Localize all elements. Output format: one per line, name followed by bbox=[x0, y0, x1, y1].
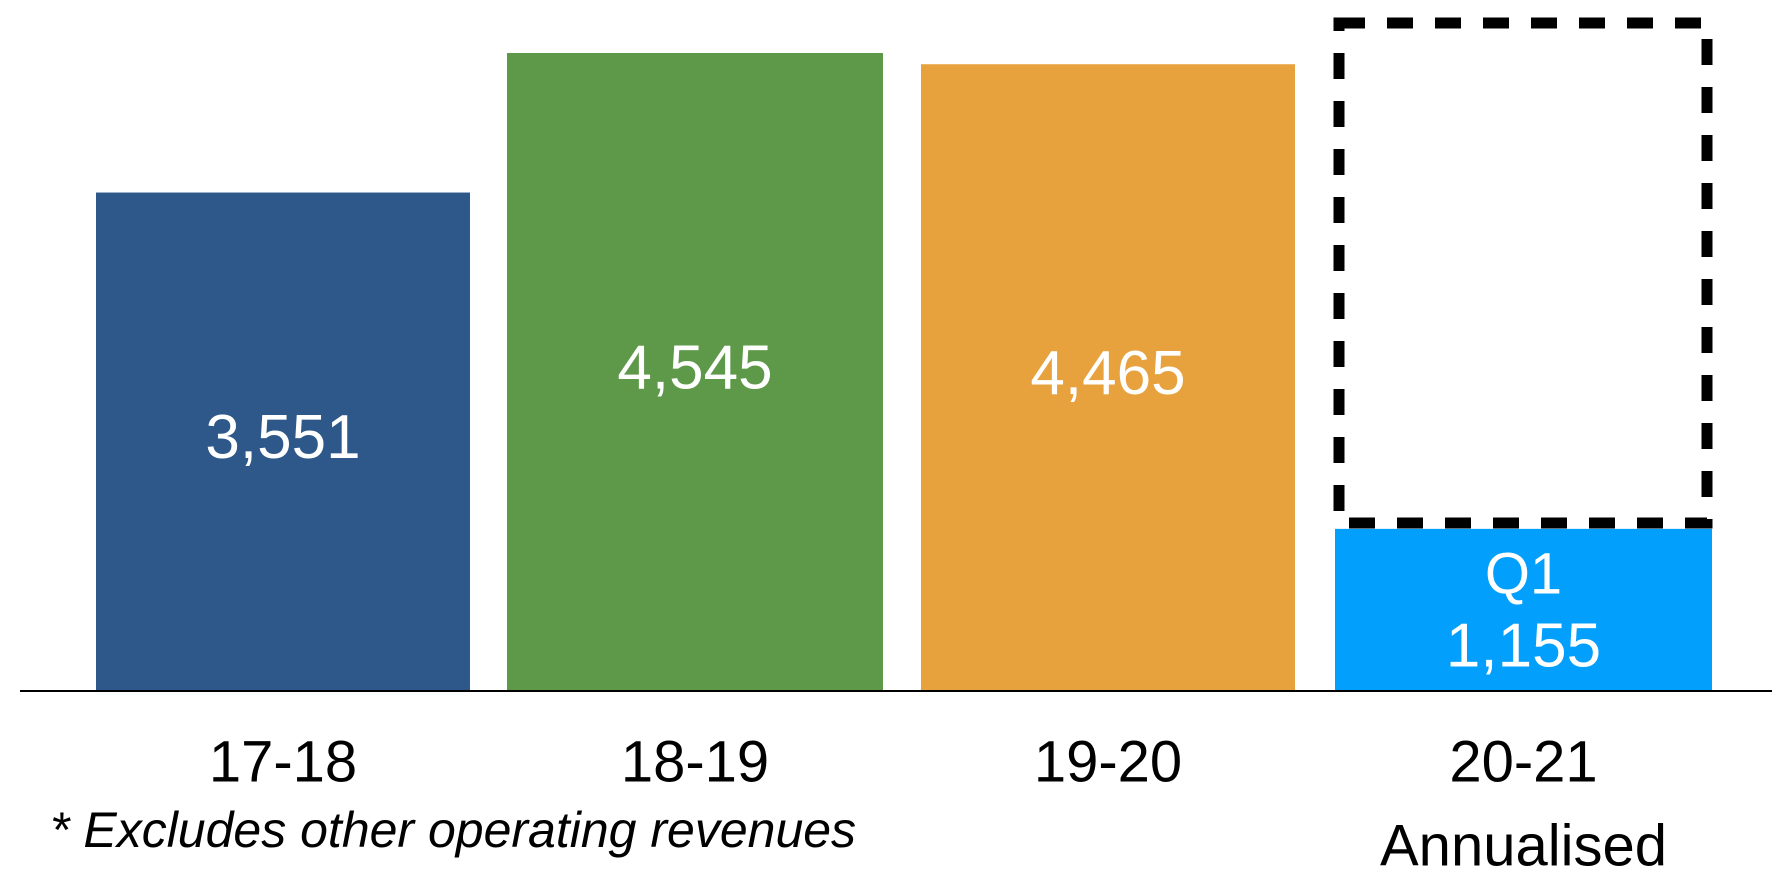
bar-label: Q1 bbox=[1485, 541, 1562, 606]
footnote: * Excludes other operating revenues bbox=[50, 802, 856, 858]
value-label: 4,465 bbox=[1030, 339, 1185, 408]
category-note: Annualised bbox=[1380, 813, 1667, 878]
bar bbox=[1335, 528, 1712, 691]
value-label: 1,155 bbox=[1446, 611, 1601, 680]
bar bbox=[507, 53, 883, 691]
value-label: 3,551 bbox=[205, 403, 360, 472]
annualised-outline bbox=[1333, 17, 1713, 529]
x-tick-label: 19-20 bbox=[1034, 729, 1182, 794]
value-label: 4,545 bbox=[617, 333, 772, 402]
bar bbox=[921, 64, 1295, 691]
x-tick-label: 20-21 bbox=[1449, 729, 1597, 794]
bar bbox=[96, 192, 470, 691]
x-tick-label: 17-18 bbox=[209, 729, 357, 794]
x-tick-label: 18-19 bbox=[621, 729, 769, 794]
